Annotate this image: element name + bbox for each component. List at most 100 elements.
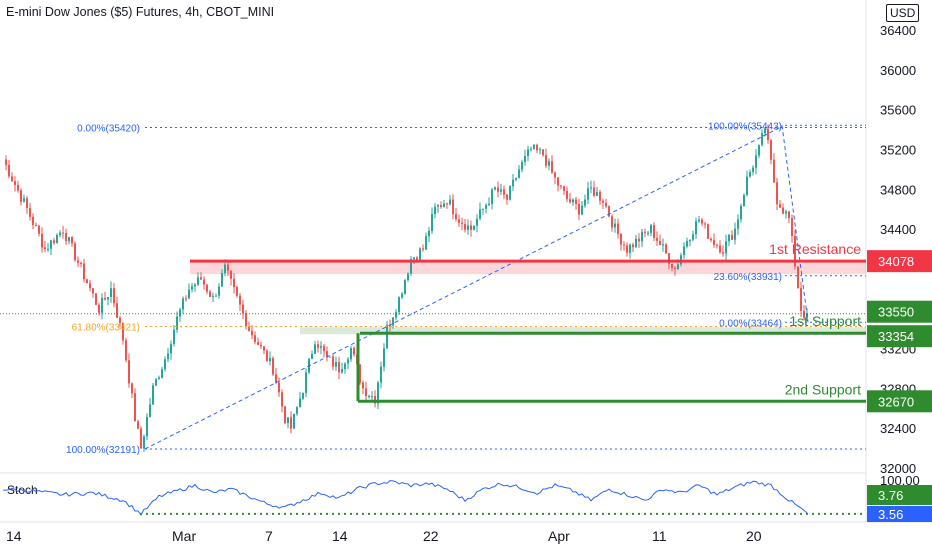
candle-body (89, 283, 91, 289)
candle-body (401, 293, 403, 298)
candle-body (146, 416, 148, 437)
currency-button[interactable]: USD (886, 4, 920, 22)
candle-body (77, 260, 79, 263)
y-tick-label: 32400 (880, 421, 916, 436)
candle-body (608, 206, 610, 217)
candle-body (404, 280, 406, 294)
candle-body (53, 240, 55, 244)
candle-body (272, 358, 274, 375)
candle-body (755, 155, 757, 168)
candle-body (599, 192, 601, 201)
candle-body (662, 244, 664, 246)
candle-body (503, 189, 505, 195)
x-tick-label: 11 (652, 528, 667, 544)
candle-body (707, 224, 709, 239)
candle-body (236, 287, 238, 296)
candle-body (677, 264, 679, 270)
candle-body (518, 169, 520, 178)
candle-body (230, 270, 232, 279)
price-badge (867, 325, 932, 348)
candle-body (743, 194, 745, 207)
candle-body (548, 161, 550, 166)
candle-body (299, 398, 301, 408)
candle-body (371, 395, 373, 397)
candle-body (461, 222, 463, 224)
candle-body (116, 303, 118, 318)
price-badge-text: 33550 (878, 305, 914, 320)
candle-body (596, 192, 598, 196)
candle-body (107, 296, 109, 300)
fib-ext-trend-line (781, 125, 809, 323)
candle-body (380, 366, 382, 383)
candle-body (449, 199, 451, 205)
candle-body (542, 149, 544, 156)
candle-body (38, 225, 40, 234)
candle-body (533, 144, 535, 149)
candle-body (482, 208, 484, 210)
candle-body (611, 216, 613, 228)
x-tick-label: 7 (265, 528, 273, 544)
candle-body (656, 237, 658, 241)
candle-body (98, 304, 100, 313)
y-tick-label: 35600 (880, 103, 916, 118)
candle-body (746, 176, 748, 195)
candle-body (566, 190, 568, 200)
candle-body (209, 291, 211, 297)
candle-body (215, 295, 217, 297)
candle-body (470, 225, 472, 230)
candle-body (287, 417, 289, 424)
candle-body (443, 203, 445, 207)
candle-body (203, 279, 205, 285)
candle-body (770, 140, 772, 160)
y-tick-label: 32000 (880, 461, 916, 476)
candle-body (8, 164, 10, 177)
fib-level-label: 0.00%(35420) (77, 124, 140, 135)
candle-body (122, 322, 124, 341)
x-tick-label: 22 (423, 528, 439, 544)
candle-body (29, 208, 31, 217)
candle-body (104, 297, 106, 300)
candle-body (206, 284, 208, 292)
candle-body (635, 238, 637, 248)
candle-body (227, 264, 229, 271)
candle-body (176, 316, 178, 330)
candle-body (785, 211, 787, 214)
candle-body (200, 277, 202, 280)
candle-body (68, 237, 70, 242)
candle-body (590, 187, 592, 189)
candle-body (668, 253, 670, 264)
candle-body (386, 325, 388, 349)
candle-body (128, 360, 130, 384)
candle-body (80, 262, 82, 264)
candle-body (665, 244, 667, 254)
candle-body (188, 289, 190, 299)
candle-body (764, 128, 766, 134)
zone-label: 1st Support (789, 313, 861, 329)
candle-body (413, 257, 415, 260)
candle-body (410, 259, 412, 274)
candle-body (59, 232, 61, 236)
candle-body (731, 234, 733, 240)
candle-body (434, 206, 436, 214)
candle-body (239, 295, 241, 305)
candle-body (293, 413, 295, 429)
candle-body (767, 128, 769, 141)
candle-body (392, 317, 394, 326)
candle-body (581, 205, 583, 215)
candle-body (17, 184, 19, 191)
candle-body (641, 231, 643, 242)
candle-body (788, 211, 790, 219)
candle-body (398, 297, 400, 313)
candle-body (278, 382, 280, 393)
candle-body (164, 359, 166, 370)
candle-body (632, 244, 634, 248)
y-tick-label: 36000 (880, 63, 916, 78)
candle-body (800, 288, 802, 311)
candle-body (485, 205, 487, 209)
candle-body (605, 202, 607, 207)
candle-body (353, 348, 355, 355)
candle-body (419, 248, 421, 260)
candle-body (158, 377, 160, 380)
candle-body (704, 223, 706, 225)
